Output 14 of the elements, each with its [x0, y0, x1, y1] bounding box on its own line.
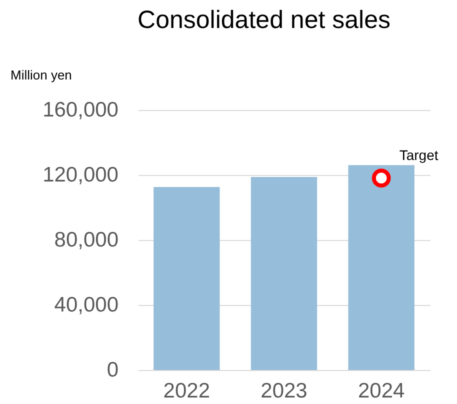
bar	[250, 176, 318, 370]
bar	[154, 187, 220, 370]
x-tick-label: 2023	[260, 380, 308, 402]
y-tick-label: 40,000	[54, 294, 118, 316]
y-axis-title: Million yen	[10, 68, 72, 82]
x-tick-label: 2024	[358, 380, 406, 402]
y-tick-label: 120,000	[42, 164, 118, 186]
bar	[348, 165, 414, 370]
y-tick-label: 160,000	[42, 98, 118, 122]
chart-title: Consolidated net sales	[138, 6, 390, 34]
y-tick-label: 80,000	[54, 228, 118, 252]
y-tick-label: 0	[106, 358, 118, 382]
x-tick-label: 2022	[163, 380, 210, 402]
series-label: Target	[399, 147, 438, 164]
